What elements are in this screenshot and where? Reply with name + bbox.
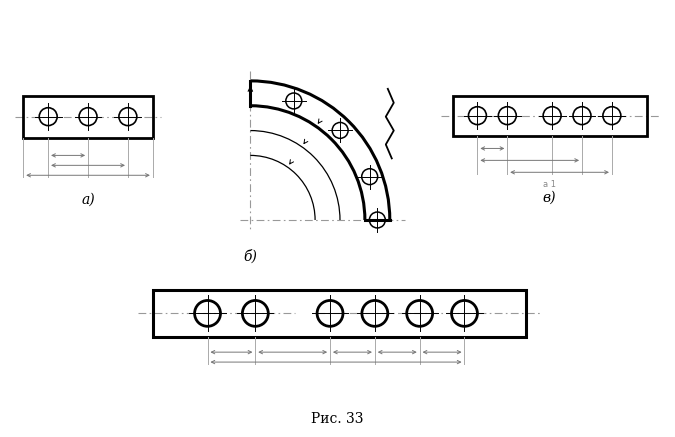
Bar [153, 290, 526, 337]
Bar [24, 96, 153, 138]
Bar [452, 96, 647, 135]
Text: а 1: а 1 [543, 180, 556, 189]
Text: в): в) [543, 190, 556, 204]
Text: б): б) [244, 250, 257, 264]
Text: а): а) [81, 193, 95, 207]
Text: Рис. 33: Рис. 33 [310, 412, 363, 426]
